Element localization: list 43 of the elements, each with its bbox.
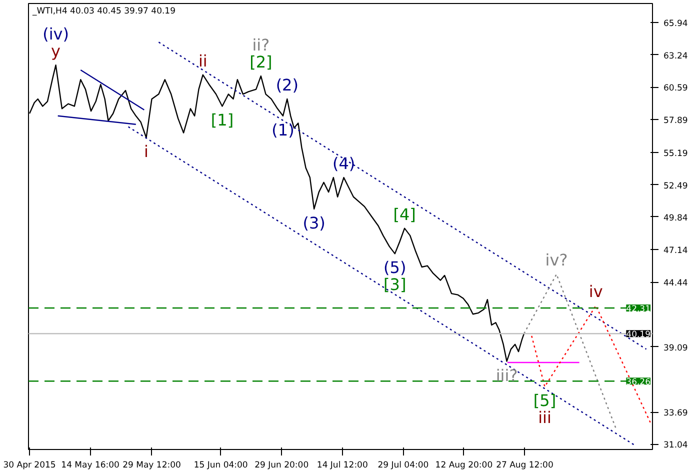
x-tick-label: 27 Aug 12:00	[496, 460, 554, 470]
y-tick-label: 60.59	[664, 84, 688, 94]
y-tick-label: 49.84	[664, 213, 688, 224]
annotation: (4)	[332, 154, 356, 174]
annotation: iv	[588, 282, 603, 302]
annotation: (1)	[272, 120, 294, 140]
annotation: iii	[538, 408, 552, 428]
annotation: iv?	[545, 250, 568, 270]
x-tick-label: 12 Aug 20:00	[435, 460, 493, 470]
y-tick-label: 31.04	[664, 440, 688, 451]
annotation: (3)	[302, 213, 326, 232]
annotation: ii?	[252, 36, 270, 55]
annotation: (2)	[276, 75, 298, 94]
annotation: [3]	[384, 275, 406, 294]
annotation: (5)	[384, 258, 406, 278]
y-tick-label: 33.69	[664, 408, 688, 419]
y-tick-label: 44.44	[664, 278, 688, 289]
x-tick-label: 15 Jun 04:00	[194, 460, 248, 470]
y-tick-label: 47.14	[664, 246, 688, 256]
x-tick-label: 30 Apr 2015	[3, 460, 56, 470]
y-tick-label: 52.49	[664, 181, 688, 192]
annotation: y	[51, 42, 61, 61]
annotation: (iv)	[42, 24, 69, 44]
annotation: i	[144, 142, 148, 162]
y-tick-label: 55.19	[664, 148, 688, 159]
line-series	[531, 305, 652, 425]
x-tick-label: 29 Jun 20:00	[254, 460, 309, 470]
chart-title: _WTI,H4 40.03 40.45 39.97 40.19	[32, 6, 176, 16]
x-tick-label: 14 Jul 12:00	[316, 460, 368, 470]
y-tick-label: 57.89	[664, 116, 688, 126]
x-tick-label: 29 Jul 04:00	[378, 460, 429, 470]
y-tick-label: 65.94	[664, 18, 688, 29]
y-tick-label: 63.24	[664, 51, 688, 62]
annotation: iii?	[496, 366, 518, 385]
x-tick-label: 14 May 16:00	[61, 460, 120, 470]
annotation: [4]	[393, 204, 416, 224]
y-tick-label: 39.09	[664, 343, 688, 354]
annotation: [5]	[533, 391, 556, 410]
ref-line-label: 42.31	[626, 304, 651, 314]
x-tick-label: 29 May 12:00	[122, 460, 181, 470]
annotation: [2]	[250, 52, 272, 72]
annotation: ii	[198, 51, 208, 70]
annotation: [1]	[210, 110, 234, 130]
